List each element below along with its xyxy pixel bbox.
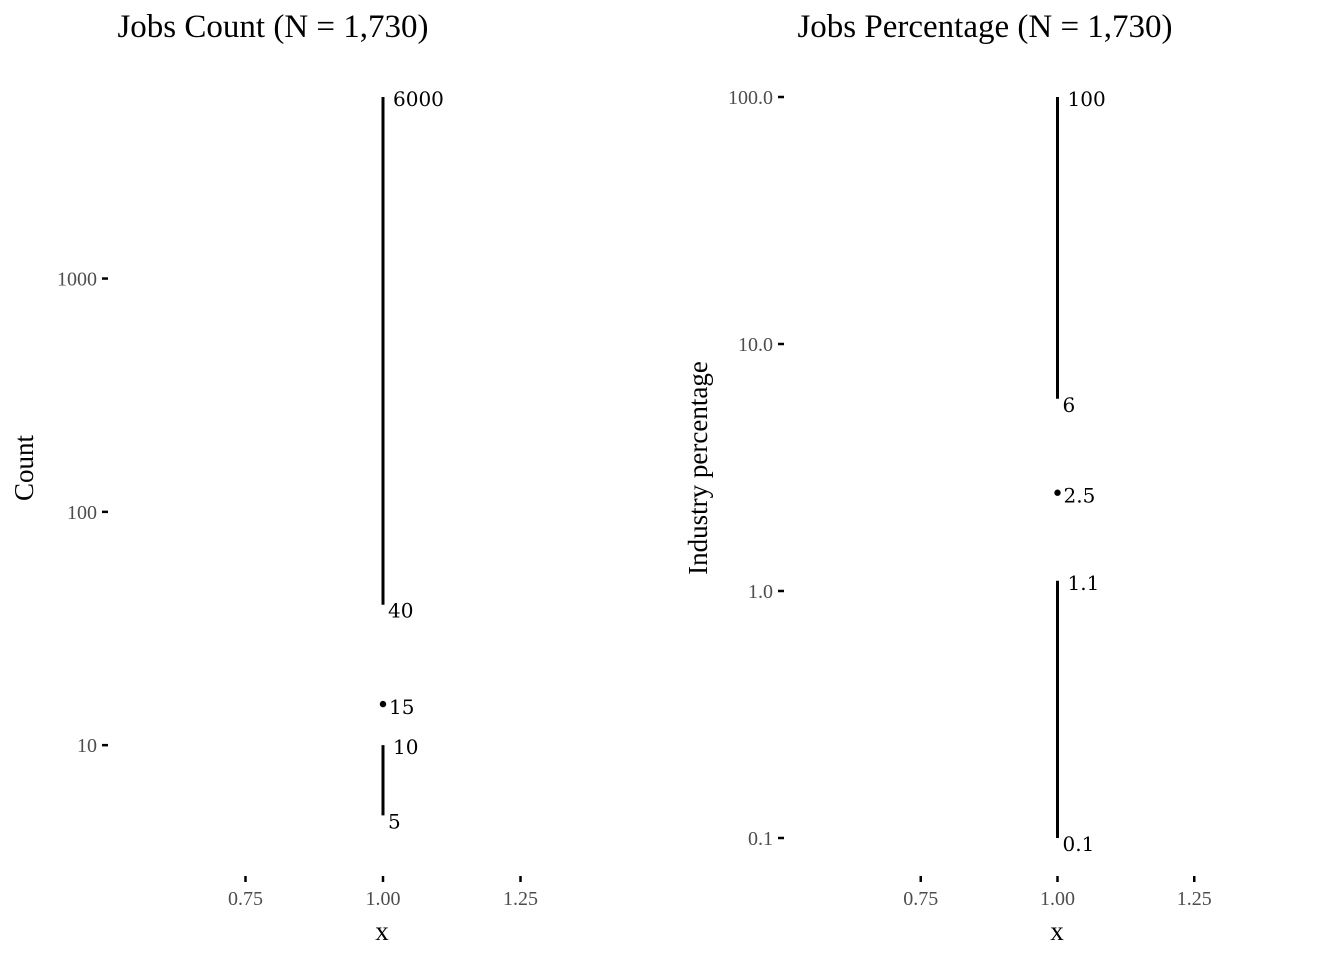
- panel-jobs-percentage: Jobs Percentage (N = 1,730) Industry per…: [683, 9, 1212, 946]
- data-label: 1.1: [1068, 571, 1100, 595]
- data-label: 6000: [393, 87, 444, 111]
- data-label: 40: [388, 599, 413, 623]
- chart-title: Jobs Count (N = 1,730): [117, 9, 428, 45]
- y-axis-title: Industry percentage: [683, 361, 713, 575]
- data-label: 5: [388, 809, 401, 833]
- plot-area: 10 100 1000 0.75 1.00 1.25 6000 40 10 5 15: [57, 87, 538, 910]
- chart-title: Jobs Percentage (N = 1,730): [797, 9, 1172, 45]
- data-label: 0.1: [1063, 832, 1095, 856]
- data-point: [379, 700, 387, 708]
- y-tick-label: 10.0: [738, 334, 773, 356]
- data-label: 100: [1068, 87, 1106, 111]
- data-label: 2.5: [1064, 484, 1096, 508]
- y-tick-label: 100.0: [728, 87, 773, 109]
- y-tick-label: 0.1: [748, 828, 773, 850]
- y-tick-label: 10: [77, 735, 97, 757]
- x-tick-label: 1.25: [1177, 888, 1212, 910]
- plot-area: 0.1 1.0 10.0 100.0 0.75 1.00 1.25 100 6 1.1 0.1 2.5: [728, 87, 1212, 910]
- x-tick-label: 0.75: [228, 888, 263, 910]
- y-tick-label: 100: [67, 502, 97, 524]
- data-point: [1054, 489, 1061, 496]
- x-tick-label: 1.00: [1040, 888, 1075, 910]
- data-label: 10: [393, 735, 418, 759]
- x-axis-title: x: [375, 916, 389, 946]
- x-tick-label: 1.00: [366, 888, 401, 910]
- panel-jobs-count: Jobs Count (N = 1,730) Count x 10 100 1000…: [9, 9, 538, 946]
- x-tick-label: 0.75: [903, 888, 938, 910]
- x-tick-label: 1.25: [503, 888, 538, 910]
- data-label: 6: [1063, 393, 1076, 417]
- data-label: 15: [389, 695, 414, 719]
- y-tick-label: 1.0: [748, 581, 773, 603]
- y-axis-title: Count: [9, 434, 39, 501]
- y-tick-label: 1000: [57, 269, 97, 291]
- x-axis-title: x: [1050, 916, 1064, 946]
